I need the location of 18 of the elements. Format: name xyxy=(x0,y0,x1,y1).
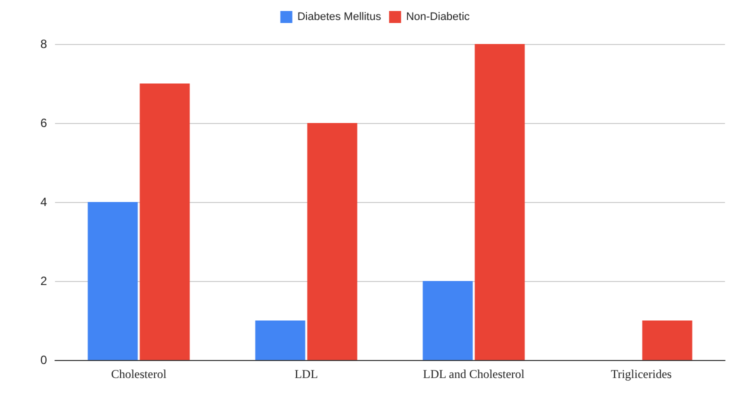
bar xyxy=(307,123,358,360)
legend-label: Diabetes Mellitus xyxy=(297,11,382,23)
y-tick-label: 0 xyxy=(40,353,48,367)
x-tick-label: LDL and Cholesterol xyxy=(422,367,526,381)
x-tick-label: Triglicerides xyxy=(610,367,672,381)
bar xyxy=(474,44,525,360)
y-tick-label: 4 xyxy=(40,195,48,209)
x-tick-label: LDL xyxy=(294,367,318,381)
bar xyxy=(642,320,692,360)
bar xyxy=(140,84,190,360)
y-tick-label: 6 xyxy=(40,116,48,130)
y-tick-label: 2 xyxy=(40,274,48,288)
bar xyxy=(88,202,138,360)
y-tick-label: 8 xyxy=(40,37,48,51)
x-tick-label: Cholesterol xyxy=(111,367,168,381)
bar xyxy=(255,320,306,360)
legend-label: Non-Diabetic xyxy=(406,11,470,23)
bar xyxy=(422,281,473,360)
